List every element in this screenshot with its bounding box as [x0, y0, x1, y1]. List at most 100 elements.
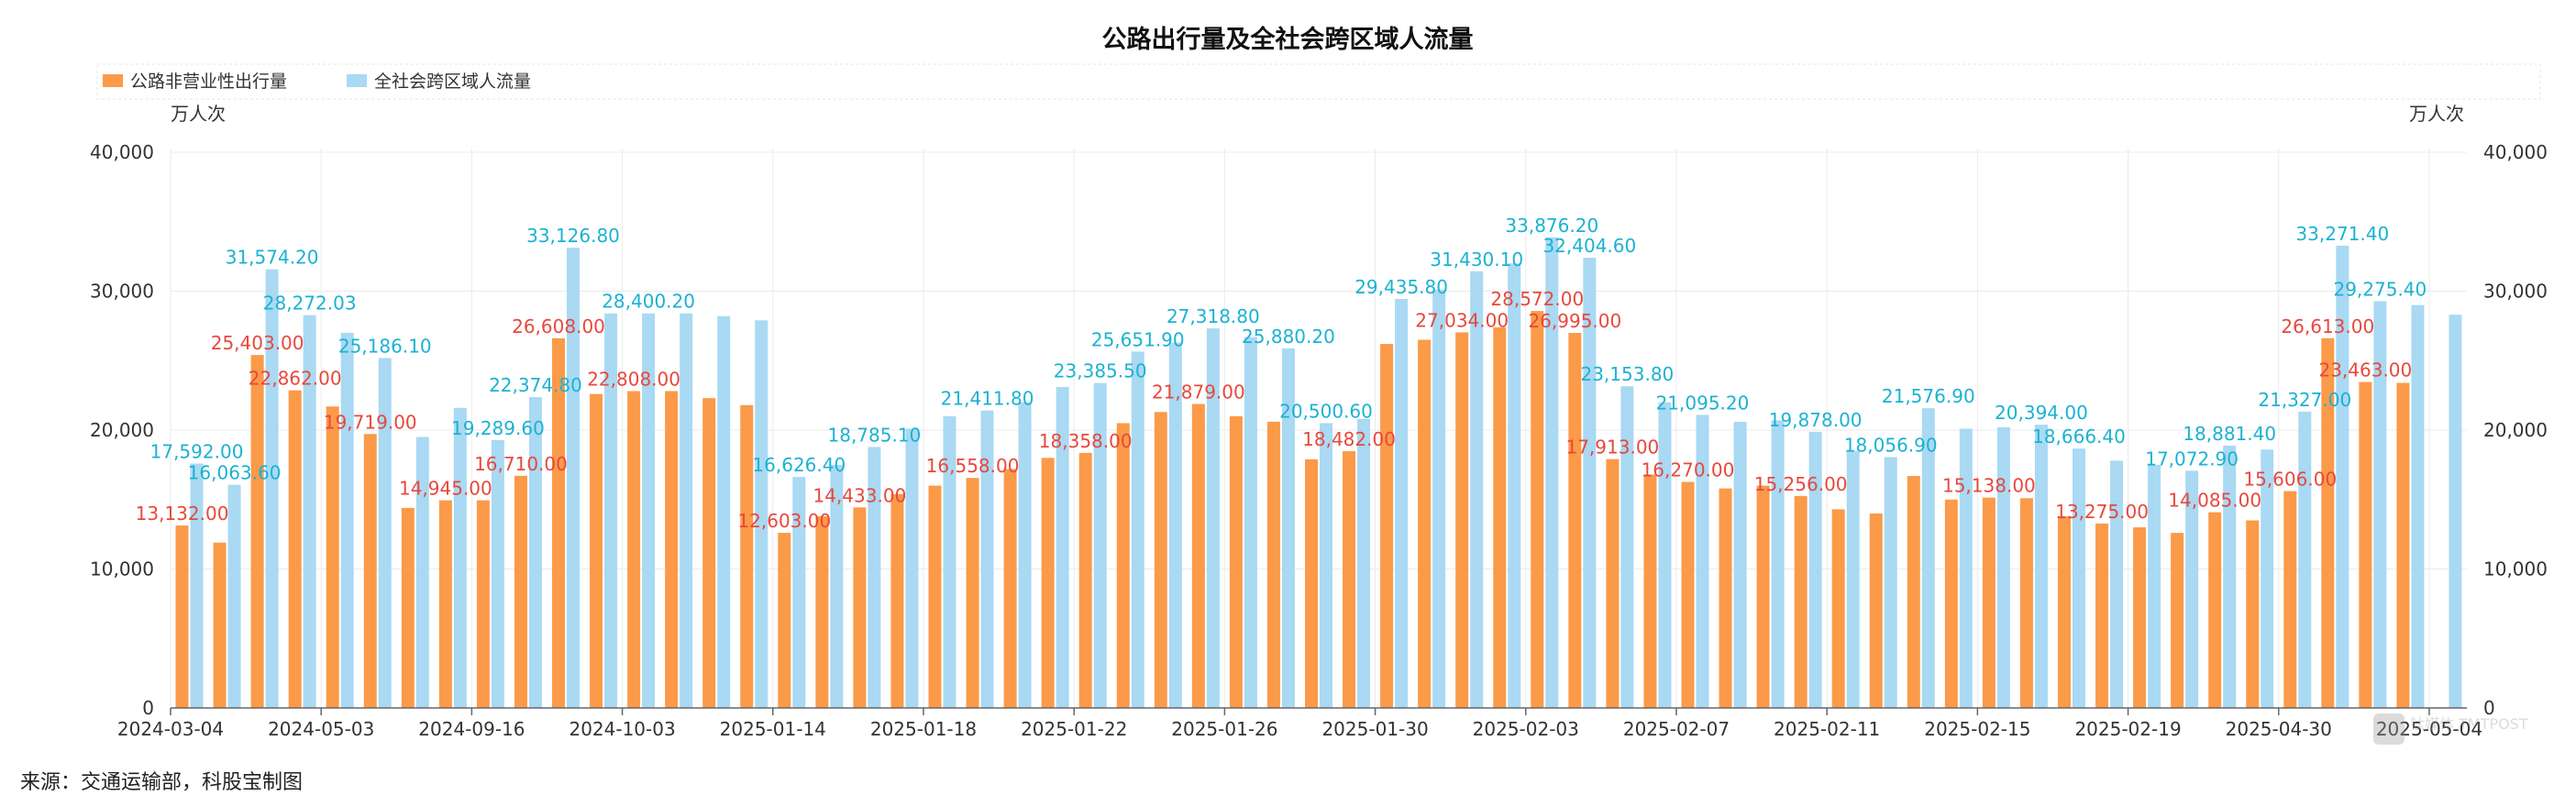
bar-cross-region	[378, 358, 392, 708]
bar-cross-region	[2185, 470, 2199, 708]
bar-road	[1266, 421, 1280, 708]
bar-cross-region	[2261, 449, 2274, 708]
bar-cross-region	[943, 415, 956, 708]
data-label-road: 27,034.00	[1415, 309, 1509, 331]
bar-cross-region	[1395, 299, 1409, 708]
bar-cross-region	[1545, 237, 1559, 708]
data-label-cross-region: 32,404.60	[1542, 235, 1636, 257]
data-label-cross-region: 19,289.60	[451, 417, 545, 439]
y-tick-label-right: 10,000	[2483, 558, 2548, 580]
bar-cross-region	[2034, 425, 2048, 708]
bar-road	[1719, 488, 1732, 708]
bar-cross-region	[1168, 342, 1182, 708]
bar-road	[2095, 523, 2109, 708]
data-label-cross-region: 27,318.80	[1166, 305, 1260, 327]
bar-road	[2283, 491, 2297, 708]
bar-road	[1643, 474, 1657, 708]
bar-road	[2321, 337, 2335, 708]
bar-road	[665, 391, 679, 708]
x-tick-label: 2025-02-11	[1774, 718, 1880, 740]
data-label-cross-region: 33,271.40	[2295, 223, 2389, 245]
bar-cross-region	[1244, 337, 1257, 708]
bar-cross-region	[1281, 348, 1295, 708]
watermark-logo-icon	[2373, 713, 2405, 745]
bar-road	[2208, 512, 2222, 708]
y-tick-label-right: 30,000	[2483, 281, 2548, 303]
x-tick-label: 2024-09-16	[418, 718, 525, 740]
data-label-road: 21,879.00	[1152, 381, 1245, 404]
bar-road	[476, 500, 490, 708]
bar-road	[363, 434, 377, 708]
data-label-road: 28,572.00	[1490, 288, 1584, 310]
data-label-road: 13,275.00	[2055, 501, 2149, 523]
data-label-road: 26,608.00	[512, 315, 605, 337]
bars	[175, 237, 2462, 708]
data-label-cross-region: 21,411.80	[941, 388, 1034, 410]
data-label-cross-region: 21,095.20	[1656, 392, 1750, 414]
bar-cross-region	[1884, 457, 1897, 708]
bar-cross-region	[604, 313, 618, 708]
data-label-road: 13,132.00	[136, 503, 229, 525]
bar-road	[1794, 495, 1808, 708]
bar-road	[1418, 339, 1432, 708]
bar-cross-region	[1771, 420, 1785, 708]
bar-road	[590, 393, 603, 708]
bar-road	[890, 493, 904, 708]
bar-road	[1229, 415, 1243, 708]
bar-road	[627, 391, 641, 708]
bar-road	[1756, 485, 1770, 708]
data-label-road: 22,862.00	[249, 368, 342, 390]
bar-cross-region	[2148, 464, 2161, 708]
bar-road	[1568, 333, 1582, 708]
bar-road	[740, 404, 754, 708]
chart-title: 公路出行量及全社会跨区域人流量	[1102, 25, 1474, 54]
data-label-road: 16,558.00	[926, 455, 1020, 477]
data-label-cross-region: 25,880.20	[1242, 326, 1335, 348]
data-label-road: 22,808.00	[587, 368, 680, 390]
data-label-cross-region: 18,666.40	[2032, 426, 2126, 448]
y-unit-left: 万人次	[171, 103, 226, 125]
data-label-cross-region: 18,881.40	[2183, 423, 2276, 445]
bar-road	[552, 337, 566, 708]
bar-road	[1003, 469, 1017, 708]
bar-cross-region	[1470, 271, 1484, 708]
bar-cross-region	[2110, 460, 2124, 708]
bar-road	[438, 500, 452, 708]
x-tick-label: 2025-02-07	[1623, 718, 1730, 740]
bar-cross-region	[340, 332, 354, 708]
x-tick-label: 2024-03-04	[117, 718, 224, 740]
bar-road	[1191, 404, 1205, 708]
data-label-road: 18,482.00	[1302, 428, 1396, 450]
x-axis: 2024-03-04 2024-05-03 2024-09-16 2024-10-03…	[117, 707, 2482, 740]
bar-cross-region	[1808, 431, 1822, 708]
y-axis-right: 0 10,000 20,000 30,000 40,000	[2483, 141, 2548, 719]
bar-road	[2057, 515, 2071, 708]
data-label-cross-region: 17,072.90	[2145, 448, 2239, 470]
bar-road	[1455, 332, 1469, 708]
bar-cross-region	[717, 315, 731, 708]
data-label-cross-region: 25,651.90	[1091, 328, 1185, 350]
bar-road	[1493, 326, 1507, 708]
data-label-road: 17,913.00	[1565, 437, 1659, 459]
bar-cross-region	[2223, 445, 2237, 708]
data-label-road: 14,085.00	[2168, 490, 2261, 512]
bar-road	[1606, 459, 1620, 708]
bar-road	[326, 406, 339, 708]
bar-cross-region	[830, 464, 844, 708]
y-tick-label-left: 40,000	[90, 141, 154, 163]
watermark: 钛媒体 TMTPOST	[2373, 713, 2528, 745]
bar-road	[2396, 382, 2410, 708]
bar-road	[175, 525, 189, 708]
x-tick-label: 2025-02-15	[1924, 718, 2030, 740]
data-label-cross-region: 20,394.00	[1995, 402, 2088, 424]
bar-cross-region	[303, 315, 316, 708]
bar-cross-region	[453, 407, 467, 708]
bar-road	[401, 507, 415, 708]
bar-cross-region	[1620, 386, 1634, 708]
bar-road	[2359, 381, 2372, 708]
bar-road	[1944, 499, 1958, 708]
bar-cross-region	[1921, 408, 1935, 708]
source-note: 来源：交通运输部，科股宝制图	[20, 771, 303, 794]
bar-cross-region	[2336, 245, 2349, 708]
data-label-cross-region: 31,574.20	[226, 247, 319, 269]
